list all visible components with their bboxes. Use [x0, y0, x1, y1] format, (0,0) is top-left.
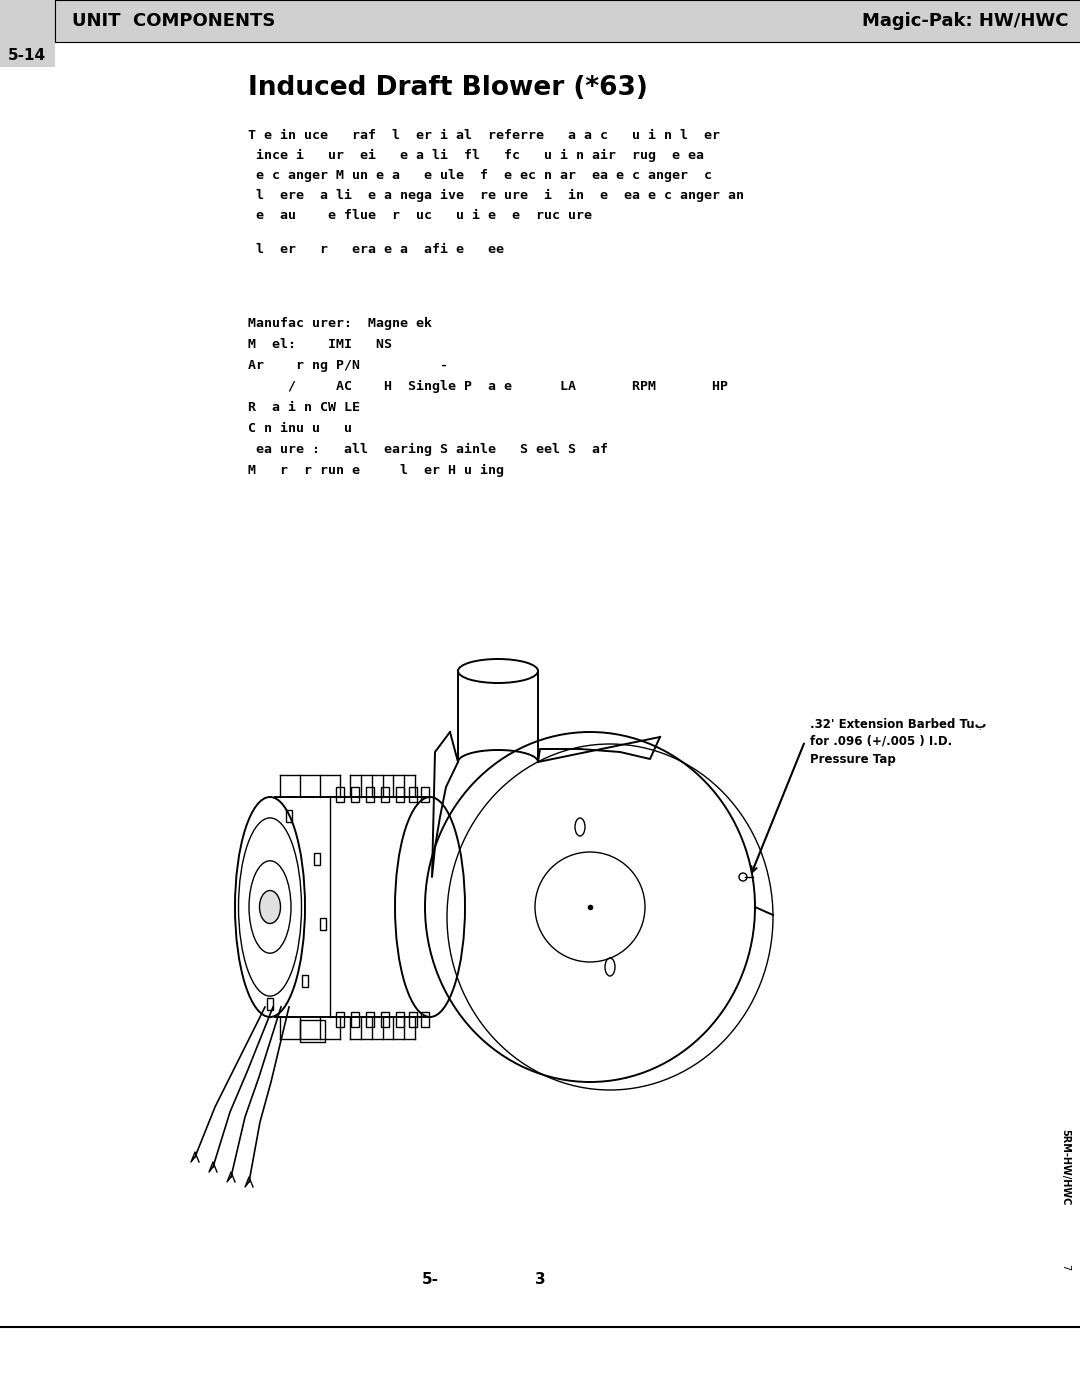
Text: 5-: 5-: [421, 1271, 438, 1287]
Ellipse shape: [259, 890, 281, 923]
Text: UNIT  COMPONENTS: UNIT COMPONENTS: [72, 13, 275, 29]
Bar: [366, 1011, 374, 1027]
Text: e c anger M un e a   e ule  f  e ec n ar  ea e c anger  c: e c anger M un e a e ule f e ec n ar ea …: [248, 169, 712, 182]
Bar: [396, 1011, 404, 1027]
Bar: [314, 852, 320, 865]
Bar: [0, 0, 55, 67]
Text: Induced Draft Blower (*63): Induced Draft Blower (*63): [248, 75, 648, 101]
Bar: [300, 1020, 325, 1042]
Text: for .096 (+/.005 ) I.D.: for .096 (+/.005 ) I.D.: [810, 735, 953, 747]
Bar: [267, 997, 273, 1010]
Ellipse shape: [235, 798, 305, 1017]
Bar: [336, 787, 345, 802]
Text: M  el:    IMI   NS: M el: IMI NS: [248, 338, 392, 351]
Text: Ar    r ng P/N          -: Ar r ng P/N -: [248, 359, 448, 372]
Text: .32' Extension Barbed Tuب: .32' Extension Barbed Tuب: [810, 717, 986, 731]
Text: ince i   ur  ei   e a li  fl   fc   u i n air  rug  e ea: ince i ur ei e a li fl fc u i n air rug …: [248, 149, 704, 162]
Text: C n inu u   u: C n inu u u: [248, 422, 352, 434]
Text: e  au    e flue  r  uc   u i e  e  ruc ure: e au e flue r uc u i e e ruc ure: [248, 210, 592, 222]
Text: 7: 7: [1059, 1264, 1070, 1270]
Bar: [55, 0, 1080, 42]
Bar: [351, 1011, 359, 1027]
Bar: [302, 975, 308, 988]
Bar: [285, 810, 292, 821]
Text: Manufac urer:  Magne ek: Manufac urer: Magne ek: [248, 317, 432, 330]
Bar: [381, 1011, 389, 1027]
Bar: [396, 787, 404, 802]
Bar: [366, 787, 374, 802]
Bar: [421, 1011, 429, 1027]
Text: 3: 3: [535, 1271, 545, 1287]
Text: R  a i n CW LE: R a i n CW LE: [248, 401, 360, 414]
Text: ea ure :   all  earing S ainle   S eel S  af: ea ure : all earing S ainle S eel S af: [248, 443, 608, 455]
Text: 5RM-HW/HWC: 5RM-HW/HWC: [1059, 1129, 1070, 1206]
Bar: [351, 787, 359, 802]
Text: Magic-Pak: HW/HWC: Magic-Pak: HW/HWC: [862, 13, 1068, 29]
Bar: [409, 787, 417, 802]
Bar: [421, 787, 429, 802]
Text: /     AC    H  Single P  a e      LA       RPM       HP: / AC H Single P a e LA RPM HP: [248, 380, 728, 393]
Text: l  er   r   era e a  afi e   ee: l er r era e a afi e ee: [248, 243, 504, 256]
Bar: [336, 1011, 345, 1027]
Text: T e in uce   raf  l  er i al  referre   a a c   u i n l  er: T e in uce raf l er i al referre a a c u…: [248, 129, 720, 142]
Bar: [409, 1011, 417, 1027]
Text: 5-14: 5-14: [8, 47, 46, 63]
Bar: [321, 918, 326, 930]
Bar: [381, 787, 389, 802]
Text: M   r  r run e     l  er H u ing: M r r run e l er H u ing: [248, 464, 504, 478]
Text: Pressure Tap: Pressure Tap: [810, 753, 895, 766]
Text: l  ere  a li  e a nega ive  re ure  i  in  e  ea e c anger an: l ere a li e a nega ive re ure i in e ea…: [248, 189, 744, 203]
